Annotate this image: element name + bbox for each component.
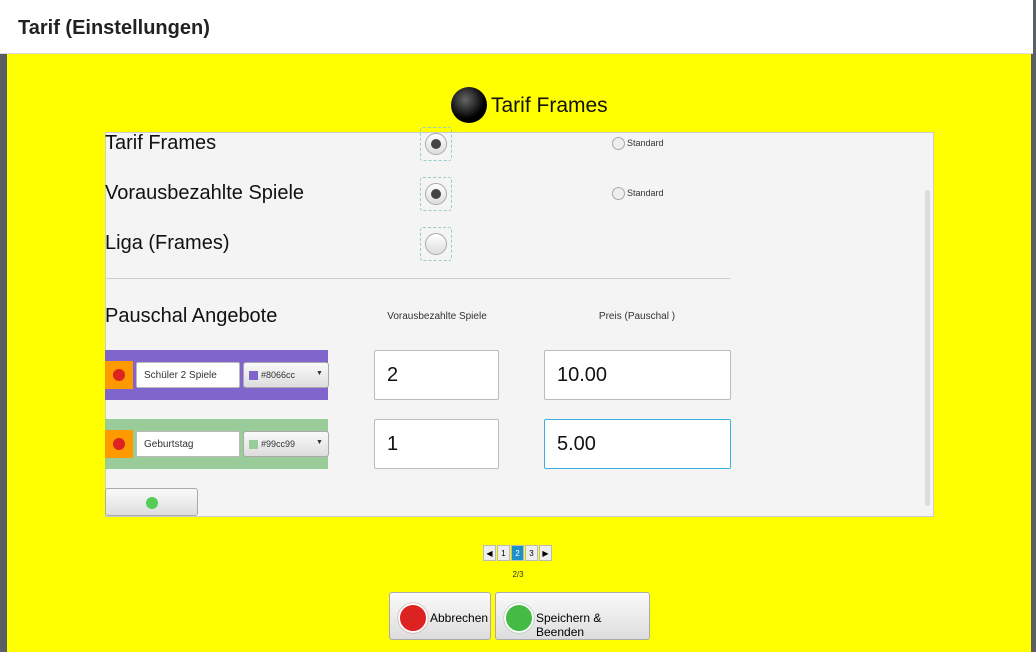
games-input[interactable]: 1	[374, 419, 499, 469]
tariff-radio[interactable]	[425, 233, 447, 255]
next-page[interactable]: ▶	[539, 545, 552, 561]
tariff-radio[interactable]	[425, 183, 447, 205]
prev-page[interactable]: ◀	[483, 545, 496, 561]
offer-name: Schüler 2 Spiele	[144, 370, 217, 381]
column-header: Preis (Pauschal )	[598, 311, 676, 322]
standard-radio[interactable]	[612, 137, 625, 150]
dialog-title: Tarif (Einstellungen)	[18, 17, 210, 39]
save-label: Speichern & Beenden	[536, 611, 602, 639]
page-indicator: 2/3	[512, 570, 524, 579]
games-value: 2	[387, 364, 399, 386]
cancel-button[interactable]: Abbrechen	[389, 592, 491, 640]
standard-label: Standard	[627, 138, 664, 148]
standard-label: Standard	[627, 188, 664, 198]
header-title: Tarif Frames	[491, 94, 608, 117]
separator	[105, 278, 730, 279]
delete-icon	[113, 438, 125, 450]
tariff-label: Liga (Frames)	[105, 232, 230, 254]
tariff-radio-box[interactable]	[420, 177, 452, 211]
title-bar: Tarif (Einstellungen)	[0, 0, 1033, 54]
offers-title: Pauschal Angebote	[105, 305, 278, 327]
delete-button[interactable]	[105, 430, 133, 458]
color-picker[interactable]: #99cc99 ▼	[243, 431, 329, 457]
offer-name: Geburtstag	[144, 439, 194, 450]
games-value: 1	[387, 433, 399, 455]
tariff-radio[interactable]	[425, 133, 447, 155]
price-input[interactable]: 10.00	[544, 350, 731, 400]
save-button[interactable]: Speichern & Beenden	[495, 592, 650, 640]
tariff-radio-box[interactable]	[420, 227, 452, 261]
pagination: ◀ 1 2 3 ▶	[483, 545, 552, 563]
delete-icon	[113, 369, 125, 381]
page-button[interactable]: 1	[497, 545, 510, 561]
dropdown-arrow: ▼	[316, 370, 323, 377]
tariff-label: Vorausbezahlte Spiele	[105, 182, 305, 204]
color-swatch	[249, 371, 258, 380]
tariff-label: Tarif Frames	[105, 132, 217, 154]
tariff-radio-box[interactable]	[420, 127, 452, 161]
color-value: #99cc99	[261, 439, 296, 449]
offer-name-input[interactable]: Schüler 2 Spiele	[136, 362, 240, 388]
color-picker[interactable]: #8066cc ▼	[243, 362, 329, 388]
delete-button[interactable]	[105, 361, 133, 389]
dropdown-arrow: ▼	[316, 439, 323, 446]
standard-radio[interactable]	[612, 187, 625, 200]
offer-name-input[interactable]: Geburtstag	[136, 431, 240, 457]
scrollbar[interactable]	[925, 190, 930, 506]
cancel-label: Abbrechen	[430, 611, 489, 625]
games-input[interactable]: 2	[374, 350, 499, 400]
page-button[interactable]: 3	[525, 545, 538, 561]
price-value: 10.00	[557, 364, 608, 386]
price-value: 5.00	[557, 433, 596, 455]
page-button[interactable]: 2	[511, 545, 524, 561]
bowling-icon	[451, 87, 487, 123]
column-header: Vorausbezahlte Spiele	[387, 311, 487, 322]
color-value: #8066cc	[261, 370, 296, 380]
add-offer-button[interactable]	[105, 488, 198, 516]
color-swatch	[249, 440, 258, 449]
price-input[interactable]: 5.00	[544, 419, 731, 469]
